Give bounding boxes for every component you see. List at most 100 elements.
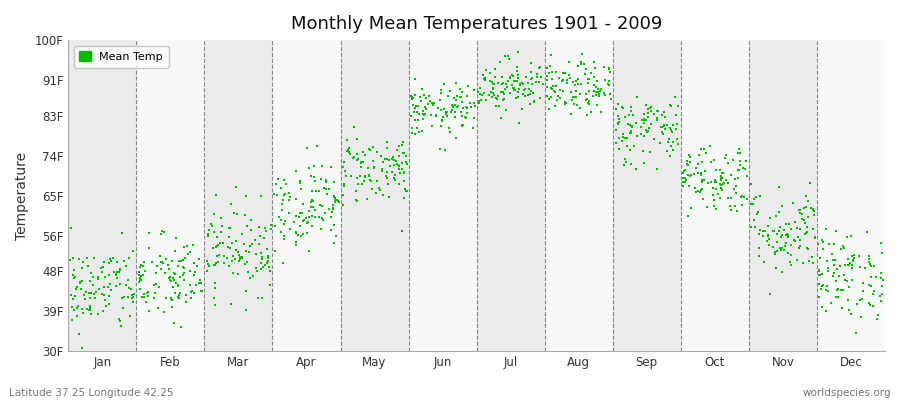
- Point: [660, 147, 674, 154]
- Point: [91, 311, 105, 318]
- Point: [95, 264, 110, 270]
- Point: [439, 109, 454, 115]
- Point: [107, 269, 122, 275]
- Point: [420, 101, 435, 107]
- Point: [740, 173, 754, 179]
- Point: [676, 178, 690, 185]
- Point: [697, 146, 711, 152]
- Point: [545, 86, 560, 92]
- Point: [684, 172, 698, 178]
- Point: [369, 190, 383, 196]
- Point: [140, 290, 154, 296]
- Point: [479, 67, 493, 73]
- Point: [638, 102, 652, 108]
- Point: [734, 150, 748, 156]
- Point: [380, 169, 394, 175]
- Point: [449, 135, 464, 141]
- Point: [597, 90, 611, 96]
- Point: [328, 194, 342, 201]
- Point: [467, 114, 482, 121]
- Point: [416, 111, 430, 118]
- Point: [736, 165, 751, 171]
- Point: [418, 105, 433, 112]
- Point: [292, 180, 307, 186]
- Point: [263, 282, 277, 288]
- Point: [67, 255, 81, 262]
- Point: [113, 323, 128, 329]
- Point: [712, 167, 726, 174]
- Bar: [477, 40, 544, 351]
- Point: [582, 76, 597, 82]
- Point: [734, 202, 749, 208]
- Point: [455, 98, 470, 105]
- Point: [519, 74, 534, 80]
- Point: [339, 137, 354, 143]
- Point: [691, 188, 706, 194]
- Point: [256, 294, 270, 301]
- Point: [382, 157, 396, 164]
- Point: [590, 78, 604, 84]
- Point: [428, 113, 443, 119]
- Point: [819, 283, 833, 289]
- Point: [740, 196, 754, 202]
- Point: [497, 96, 511, 102]
- Point: [104, 258, 119, 264]
- Point: [472, 85, 487, 91]
- Point: [553, 94, 567, 101]
- Point: [772, 227, 787, 234]
- Point: [477, 90, 491, 96]
- Point: [624, 160, 638, 167]
- Point: [364, 178, 378, 185]
- Point: [812, 266, 826, 273]
- Point: [454, 109, 468, 115]
- Point: [111, 274, 125, 281]
- Point: [691, 151, 706, 158]
- Point: [772, 208, 787, 215]
- Point: [693, 172, 707, 178]
- Point: [790, 257, 805, 263]
- Point: [112, 281, 127, 287]
- Point: [315, 162, 329, 169]
- Point: [542, 70, 556, 76]
- Point: [795, 210, 809, 217]
- Point: [579, 97, 593, 103]
- Point: [126, 248, 140, 254]
- Point: [752, 209, 766, 216]
- Point: [127, 290, 141, 297]
- Point: [94, 291, 109, 298]
- Point: [693, 189, 707, 195]
- Point: [748, 224, 762, 230]
- Point: [714, 174, 728, 181]
- Point: [864, 263, 878, 269]
- Point: [656, 122, 670, 128]
- Point: [856, 288, 870, 294]
- Point: [105, 255, 120, 261]
- Point: [433, 146, 447, 152]
- Point: [510, 68, 525, 74]
- Point: [336, 202, 350, 208]
- Point: [443, 129, 457, 136]
- Point: [862, 302, 877, 308]
- Point: [274, 185, 288, 191]
- Point: [637, 119, 652, 126]
- Point: [842, 262, 856, 268]
- Point: [323, 213, 338, 220]
- Point: [390, 160, 404, 167]
- Point: [678, 167, 692, 173]
- Point: [841, 234, 855, 240]
- Point: [542, 106, 556, 112]
- Point: [68, 274, 83, 280]
- Point: [502, 73, 517, 80]
- Point: [658, 114, 672, 121]
- Point: [322, 186, 337, 192]
- Point: [495, 74, 509, 80]
- Point: [291, 231, 305, 238]
- Point: [620, 143, 634, 149]
- Point: [304, 199, 319, 205]
- Point: [563, 111, 578, 117]
- Point: [102, 293, 116, 299]
- Point: [262, 264, 276, 270]
- Point: [315, 202, 329, 209]
- Point: [78, 289, 93, 295]
- Point: [492, 103, 507, 109]
